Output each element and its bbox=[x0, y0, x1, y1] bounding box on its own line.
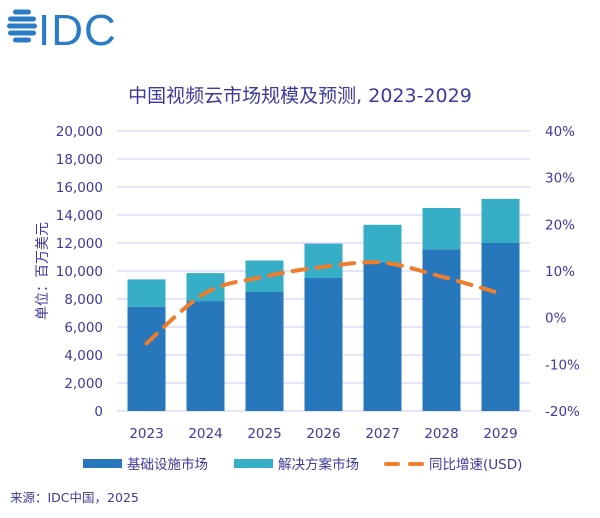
x-tick-label: 2025 bbox=[247, 426, 281, 442]
bar-solution-2024 bbox=[186, 273, 225, 302]
y2-tick-label: 30% bbox=[545, 171, 575, 187]
bar-solution-2026 bbox=[304, 243, 343, 278]
growth-line bbox=[144, 260, 503, 346]
bar-infrastructure-2027 bbox=[363, 262, 402, 411]
idc-logo: IDC bbox=[7, 6, 117, 55]
source-note: 来源：IDC中国，2025 bbox=[10, 490, 139, 505]
x-tick-label: 2028 bbox=[424, 426, 458, 442]
y2-tick-label: -20% bbox=[545, 404, 580, 420]
y-tick-label: 2,000 bbox=[64, 376, 103, 392]
x-tick-label: 2029 bbox=[483, 426, 517, 442]
y-tick-label: 12,000 bbox=[56, 236, 103, 252]
bar-solution-2027 bbox=[363, 224, 402, 263]
legend-swatch-infrastructure bbox=[83, 459, 122, 468]
y-axis-label: 单位：百万美元 bbox=[35, 222, 51, 320]
bar-solution-2029 bbox=[481, 198, 520, 243]
legend-swatch-solution bbox=[234, 459, 273, 468]
globe-stripe bbox=[13, 37, 31, 43]
y-tick-label: 20,000 bbox=[56, 124, 103, 140]
bar-infrastructure-2026 bbox=[304, 278, 343, 411]
y-tick-label: 18,000 bbox=[56, 152, 103, 168]
y-tick-label: 0 bbox=[94, 404, 103, 420]
y2-tick-label: -10% bbox=[545, 357, 580, 373]
y2-tick-label: 40% bbox=[545, 124, 575, 140]
y-tick-label: 16,000 bbox=[56, 180, 103, 196]
y-tick-label: 14,000 bbox=[56, 208, 103, 224]
legend-label-growth: 同比增速(USD) bbox=[429, 457, 522, 473]
legend-label-infrastructure: 基础设施市场 bbox=[127, 456, 208, 473]
y-tick-label: 8,000 bbox=[64, 292, 103, 308]
bar-infrastructure-2025 bbox=[245, 292, 284, 411]
x-tick-label: 2027 bbox=[365, 426, 399, 442]
bar-solution-2025 bbox=[245, 260, 284, 292]
legend: 基础设施市场 解决方案市场 同比增速(USD) bbox=[83, 456, 522, 473]
globe-stripe bbox=[13, 9, 31, 15]
globe-stripe bbox=[8, 30, 36, 36]
y-tick-label: 10,000 bbox=[56, 264, 103, 280]
bar-solution-2023 bbox=[127, 279, 166, 307]
bar-infrastructure-2023 bbox=[127, 306, 166, 411]
logo-text: IDC bbox=[38, 6, 117, 55]
globe-stripe bbox=[7, 23, 37, 29]
globe-stripe bbox=[8, 16, 36, 22]
x-tick-label: 2024 bbox=[188, 426, 222, 442]
y2-tick-label: 20% bbox=[545, 217, 575, 233]
bar-infrastructure-2024 bbox=[186, 301, 225, 411]
y-tick-label: 4,000 bbox=[64, 348, 103, 364]
globe-icon bbox=[7, 9, 37, 43]
bar-infrastructure-2029 bbox=[481, 243, 520, 411]
bar-solution-2028 bbox=[422, 208, 461, 250]
bar-infrastructure-2028 bbox=[422, 249, 461, 411]
chart-title: 中国视频云市场规模及预测, 2023-2029 bbox=[128, 85, 472, 107]
x-tick-label: 2026 bbox=[306, 426, 340, 442]
y2-tick-label: 10% bbox=[545, 264, 575, 280]
legend-label-solution: 解决方案市场 bbox=[278, 456, 359, 473]
y-tick-label: 6,000 bbox=[64, 320, 103, 336]
x-tick-label: 2023 bbox=[129, 426, 163, 442]
y2-tick-label: 0% bbox=[545, 311, 567, 327]
